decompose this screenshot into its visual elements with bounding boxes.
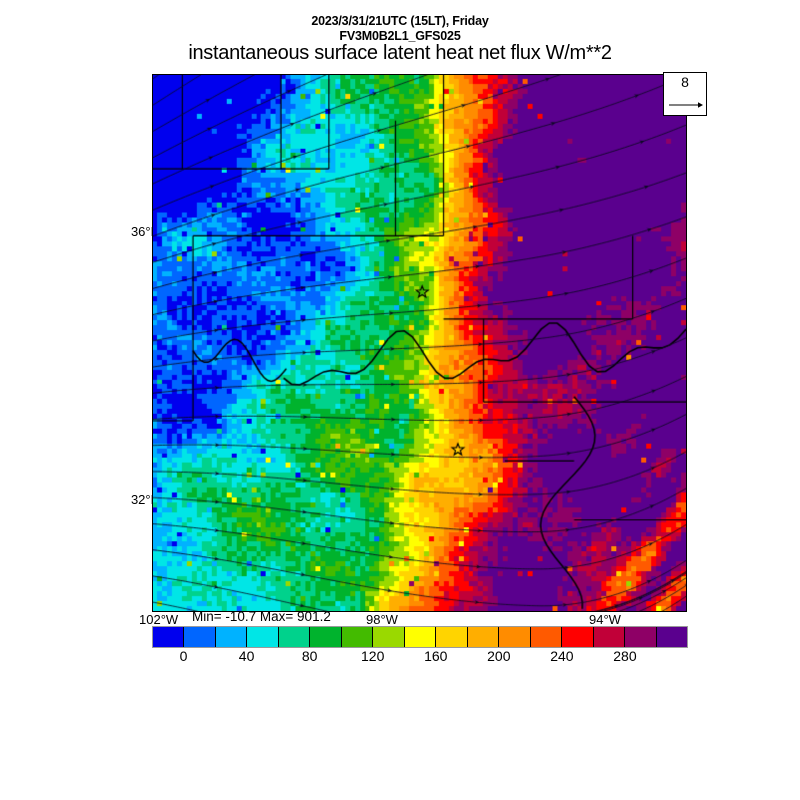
heatmap-canvas (153, 75, 686, 611)
colorbar-swatch-2 (215, 627, 248, 647)
colorbar-swatch-4 (278, 627, 311, 647)
axis-label-lon-98: 98°W (366, 612, 398, 627)
map-plot-area[interactable] (152, 74, 687, 612)
colorbar-tick-labels: 0 40 80 120 160 200 240 280 (152, 648, 688, 668)
colorbar-swatch-16 (656, 627, 687, 647)
reference-vector-legend: 8 (663, 72, 707, 116)
colorbar-tick-280: 280 (613, 648, 637, 664)
colorbar-swatch-1 (184, 627, 216, 647)
colorbar-swatch-12 (530, 627, 563, 647)
colorbar-tick-240: 240 (550, 648, 574, 664)
colorbar-swatch-15 (625, 627, 657, 647)
axis-label-lon-102: 102°W (139, 612, 179, 627)
colorbar-tick-200: 200 (487, 648, 511, 664)
colorbar-swatch-9 (436, 627, 468, 647)
colorbar-swatches (152, 626, 688, 648)
arrow-right-icon (669, 102, 703, 108)
page-title: instantaneous surface latent heat net fl… (188, 42, 612, 64)
axis-label-lat-32: 32°N (130, 492, 160, 507)
colorbar-swatch-10 (467, 627, 500, 647)
colorbar-swatch-6 (341, 627, 374, 647)
title-model-id: FV3M0B2L1_GFS025 (339, 29, 461, 43)
axis-label-lat-36: 36°N (130, 224, 160, 239)
colorbar-tick-40: 40 (238, 648, 255, 664)
colorbar-tick-160: 160 (424, 648, 448, 664)
colorbar-tick-0: 0 (179, 648, 188, 664)
colorbar-swatch-11 (499, 627, 531, 647)
reference-vector-value: 8 (681, 74, 689, 90)
colorbar-swatch-14 (593, 627, 626, 647)
colorbar-swatch-3 (247, 627, 279, 647)
colorbar-swatch-7 (373, 627, 405, 647)
colorbar-swatch-8 (404, 627, 437, 647)
colorbar-swatch-5 (310, 627, 342, 647)
colorbar-swatch-0 (153, 627, 185, 647)
title-timestamp: 2023/3/31/21UTC (15LT), Friday (311, 14, 489, 28)
colorbar[interactable] (152, 626, 688, 648)
axis-label-lon-94: 94°W (589, 612, 621, 627)
min-max-readout: Min= -10.7 Max= 901.2 (192, 609, 331, 624)
colorbar-swatch-13 (562, 627, 594, 647)
colorbar-tick-120: 120 (361, 648, 385, 664)
colorbar-tick-80: 80 (301, 648, 318, 664)
